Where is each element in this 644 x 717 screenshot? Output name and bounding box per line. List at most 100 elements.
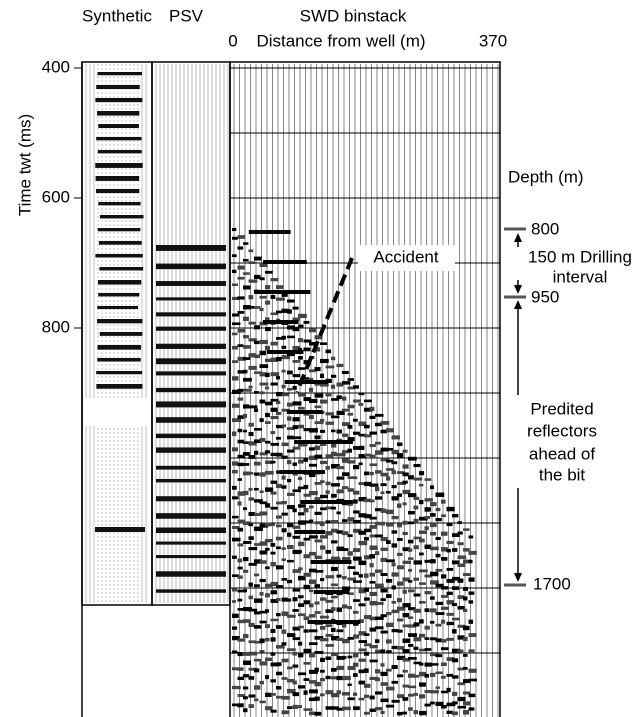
wavelet [331, 540, 338, 544]
wavelet [259, 382, 269, 386]
reflector [95, 98, 143, 103]
wavelet [281, 424, 287, 428]
wavelet [270, 506, 278, 510]
wavelet [353, 418, 358, 422]
wavelet [463, 701, 471, 706]
wavelet [298, 338, 303, 343]
wavelet [419, 671, 427, 677]
wavelet [314, 521, 324, 525]
wavelet [419, 619, 424, 624]
wavelet [287, 614, 296, 618]
wavelet [358, 462, 363, 466]
wavelet [353, 706, 360, 711]
wavelet [380, 447, 389, 452]
wavelet [353, 548, 361, 553]
wavelet [452, 514, 459, 518]
wavelet [358, 530, 366, 535]
wavelet [287, 648, 296, 652]
wavelet [298, 476, 303, 481]
wavelet [430, 546, 439, 551]
wavelet [419, 694, 426, 699]
reflector [263, 260, 307, 264]
wavelet [331, 506, 336, 510]
wavelet [265, 327, 271, 332]
wavelet [254, 573, 260, 577]
wavelet [281, 455, 288, 459]
wavelet [259, 490, 264, 494]
wavelet [342, 623, 347, 628]
wavelet [397, 646, 405, 650]
wavelet [281, 485, 287, 489]
reflector [95, 254, 143, 258]
wavelet [353, 571, 360, 575]
wavelet [342, 548, 349, 552]
wavelet [281, 292, 288, 297]
wavelet [259, 578, 266, 583]
reflector [97, 72, 142, 76]
prediction-label: reflectors [527, 421, 597, 440]
wavelet [287, 633, 296, 638]
wavelet [430, 571, 439, 577]
wavelet [287, 706, 293, 709]
wavelet [441, 547, 448, 552]
wavelet [375, 422, 382, 427]
wavelet [287, 598, 292, 602]
wavelet [314, 347, 321, 352]
wavelet [402, 464, 409, 469]
wavelet [457, 667, 464, 671]
wavelet [270, 618, 279, 622]
wavelet [402, 658, 411, 662]
wavelet [336, 574, 342, 578]
wavelet [353, 399, 361, 403]
wavelet [281, 408, 291, 412]
wavelet [237, 265, 245, 270]
wavelet [309, 579, 317, 584]
wavelet [446, 673, 454, 677]
wavelet [287, 416, 292, 421]
wavelet [397, 694, 405, 699]
wavelet [325, 531, 333, 536]
wavelet [413, 518, 419, 524]
wavelet [369, 645, 378, 649]
wavelet [259, 610, 268, 614]
wavelet [336, 429, 343, 434]
wavelet [265, 440, 271, 444]
wavelet [380, 491, 385, 495]
wavelet [237, 652, 243, 657]
wavelet [391, 680, 398, 684]
wavelet [452, 658, 459, 663]
wavelet [325, 609, 334, 613]
wavelet [386, 540, 391, 545]
wavelet [452, 533, 460, 537]
wavelet [430, 690, 439, 694]
wavelet [397, 481, 406, 485]
wavelet [369, 545, 378, 550]
wavelet [430, 701, 435, 705]
wavelet [259, 364, 269, 369]
wavelet [303, 457, 309, 462]
annotation-box [358, 245, 455, 271]
wavelet [265, 300, 271, 305]
reflector [156, 343, 226, 349]
wavelet [452, 675, 459, 679]
wavelet [419, 633, 426, 638]
wavelet [353, 446, 359, 450]
wavelet [369, 580, 376, 584]
wavelet [347, 476, 356, 479]
wavelet [435, 507, 441, 512]
wavelet [243, 345, 251, 349]
wavelet [364, 471, 370, 476]
wavelet [276, 411, 282, 415]
wavelet [369, 534, 378, 538]
wavelet [320, 460, 328, 465]
wavelet [292, 680, 297, 685]
wavelet [298, 512, 305, 516]
psv-label: PSV [169, 6, 204, 25]
wavelet [353, 662, 359, 667]
wavelet [402, 638, 411, 643]
wavelet [276, 524, 282, 528]
reflector [97, 358, 141, 362]
wavelet [463, 625, 470, 631]
reflector [98, 202, 141, 206]
wavelet [303, 572, 311, 577]
